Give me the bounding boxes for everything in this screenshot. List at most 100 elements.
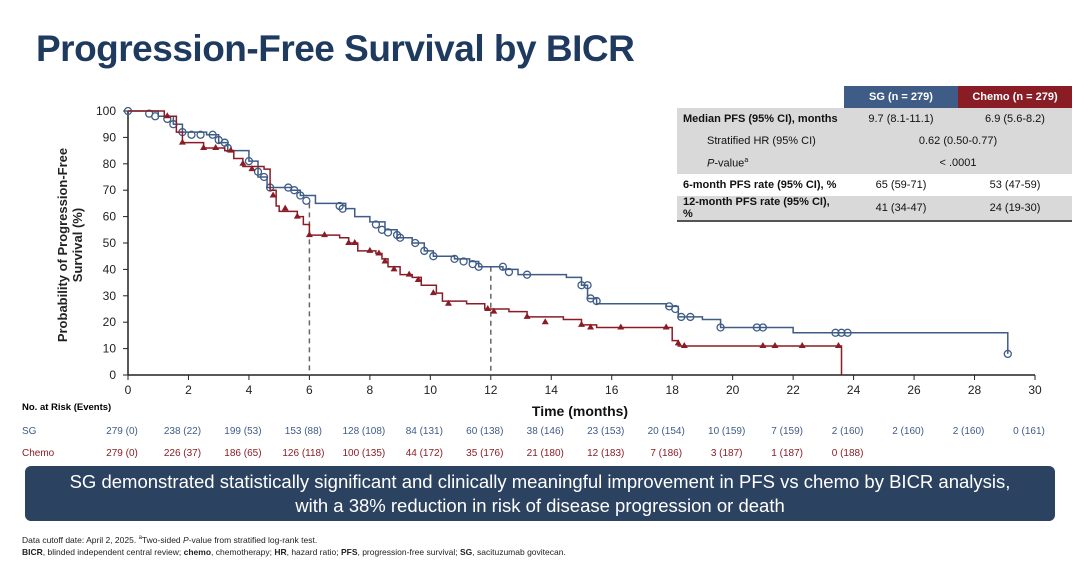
cell-both: 0.62 (0.50-0.77) xyxy=(844,130,1072,152)
x-tick-label: 6 xyxy=(306,383,313,397)
censor-mark-sg xyxy=(208,130,217,139)
row-6month: 6-month PFS rate (95% CI), % 65 (59-71) … xyxy=(677,174,1072,196)
censor-mark-sg xyxy=(592,296,601,306)
footnote-abbreviations: BICR, blinded independent central review… xyxy=(22,547,566,557)
risk-value-chemo: 100 (135) xyxy=(342,448,386,459)
abbrev-term: BICR xyxy=(22,547,43,557)
risk-value-chemo: 0 (188) xyxy=(831,448,864,459)
pfs-summary-table: SG (n = 279) Chemo (n = 279) Median PFS … xyxy=(677,86,1072,222)
censor-mark-chemo xyxy=(484,305,492,311)
censor-mark-sg xyxy=(837,328,846,337)
censor-mark-chemo xyxy=(662,323,670,330)
abbrev-definition: , chemotherapy; xyxy=(211,547,275,557)
footnote-1: Data cutoff date: April 2, 2025. aTwo-si… xyxy=(22,535,318,545)
censor-mark-chemo xyxy=(345,239,353,245)
censor-mark-sg xyxy=(395,233,405,242)
page-title: Progression-Free Survival by BICR xyxy=(36,28,635,69)
censor-mark-sg xyxy=(752,323,762,332)
row-label: Stratified HR (95% CI) xyxy=(677,130,844,152)
x-tick-label: 30 xyxy=(1028,383,1042,397)
censor-mark-sg xyxy=(420,246,429,256)
censor-mark-sg xyxy=(758,323,768,332)
abbrev-definition: , hazard ratio; xyxy=(286,547,341,557)
x-tick-label: 20 xyxy=(726,383,740,397)
censor-mark-sg xyxy=(450,254,459,263)
risk-value-sg: 84 (131) xyxy=(405,426,443,437)
censor-mark-sg xyxy=(671,304,680,314)
row-median-pfs: Median PFS (95% CI), months 9.7 (8.1-11.… xyxy=(677,108,1072,130)
cell-chemo: 53 (47-59) xyxy=(989,179,1041,191)
censor-mark-chemo xyxy=(429,289,437,296)
x-tick-label: 4 xyxy=(246,383,253,397)
censor-mark-sg xyxy=(1003,349,1012,359)
censor-mark-chemo xyxy=(178,138,186,145)
cell-sg: 9.7 (8.1-11.1) xyxy=(844,108,958,130)
censor-mark-sg xyxy=(383,228,393,237)
censor-mark-sg xyxy=(686,312,695,322)
risk-value-sg: 2 (160) xyxy=(831,426,864,437)
km-curve-chemo xyxy=(128,110,843,375)
risk-chemo-label: Chemo xyxy=(22,448,55,459)
y-tick-label: 60 xyxy=(103,210,117,224)
risk-value-chemo: 1 (187) xyxy=(771,448,803,459)
censor-mark-sg xyxy=(459,257,468,266)
risk-value-sg: 153 (88) xyxy=(284,426,323,437)
censor-mark-chemo xyxy=(414,275,422,282)
y-tick-label: 0 xyxy=(109,368,116,382)
censor-mark-sg xyxy=(522,270,532,279)
censor-mark-chemo xyxy=(771,341,779,348)
censor-mark-chemo xyxy=(674,339,682,346)
x-tick-label: 24 xyxy=(847,383,861,397)
risk-value-chemo: 226 (37) xyxy=(163,448,202,459)
censor-mark-chemo xyxy=(587,323,595,330)
risk-value-sg: 2 (160) xyxy=(892,426,924,437)
y-tick-label: 100 xyxy=(96,104,116,118)
km-curve-sg xyxy=(128,110,1009,354)
censor-mark-chemo xyxy=(321,231,329,238)
x-tick-label: 18 xyxy=(666,383,680,397)
censor-mark-sg xyxy=(302,196,311,205)
censor-mark-chemo xyxy=(834,341,842,348)
censor-mark-sg xyxy=(831,328,840,337)
censor-mark-sg xyxy=(498,262,508,271)
censor-mark-sg xyxy=(151,112,160,121)
censor-mark-chemo xyxy=(759,341,767,348)
censor-mark-chemo xyxy=(541,318,549,325)
censor-mark-sg xyxy=(187,130,196,139)
x-tick-label: 10 xyxy=(424,383,438,397)
censor-mark-chemo xyxy=(281,204,289,211)
risk-value-sg: 60 (138) xyxy=(466,426,504,437)
abbrev-term: SG xyxy=(460,547,473,557)
risk-value-sg: 7 (159) xyxy=(771,426,803,437)
censor-mark-sg xyxy=(253,167,263,176)
censor-mark-chemo xyxy=(305,231,313,238)
risk-value-chemo: 21 (180) xyxy=(526,448,564,459)
censor-mark-chemo xyxy=(798,341,806,348)
censor-mark-chemo xyxy=(405,270,413,277)
censor-mark-sg xyxy=(583,281,592,290)
risk-value-sg: 10 (159) xyxy=(708,426,746,437)
conclusion-banner: SG demonstrated statistically significan… xyxy=(25,466,1055,521)
row-12month: 12-month PFS rate (95% CI), % 41 (34-47)… xyxy=(677,196,1072,222)
censor-mark-chemo xyxy=(212,143,220,150)
x-tick-label: 0 xyxy=(125,383,132,397)
censor-mark-sg xyxy=(196,130,205,139)
x-tick-label: 2 xyxy=(185,383,192,397)
censor-mark-sg xyxy=(843,328,852,337)
risk-value-sg: 199 (53) xyxy=(224,426,262,437)
x-tick-label: 26 xyxy=(907,383,921,397)
banner-line-2: with a 38% reduction in risk of disease … xyxy=(295,495,785,516)
censor-mark-chemo xyxy=(227,146,235,153)
abbrev-definition: , sacituzumab govitecan. xyxy=(472,547,566,557)
censor-mark-sg xyxy=(429,252,438,261)
y-axis-label: Probability of Progression-Free Survival… xyxy=(55,147,85,343)
risk-table-label: No. at Risk (Events) xyxy=(22,402,112,413)
censor-mark-chemo xyxy=(269,191,277,198)
x-tick-label: 22 xyxy=(786,383,800,397)
row-label: P-valuea xyxy=(677,152,844,174)
km-plot: 0 2 4 6 8 10 12 14 16 18 20 22 24 26 28 300102030405060… xyxy=(96,104,1042,397)
censor-mark-sg xyxy=(716,323,725,332)
y-tick-label: 70 xyxy=(103,183,117,197)
censor-mark-sg xyxy=(677,312,686,322)
censor-mark-chemo xyxy=(523,312,531,319)
